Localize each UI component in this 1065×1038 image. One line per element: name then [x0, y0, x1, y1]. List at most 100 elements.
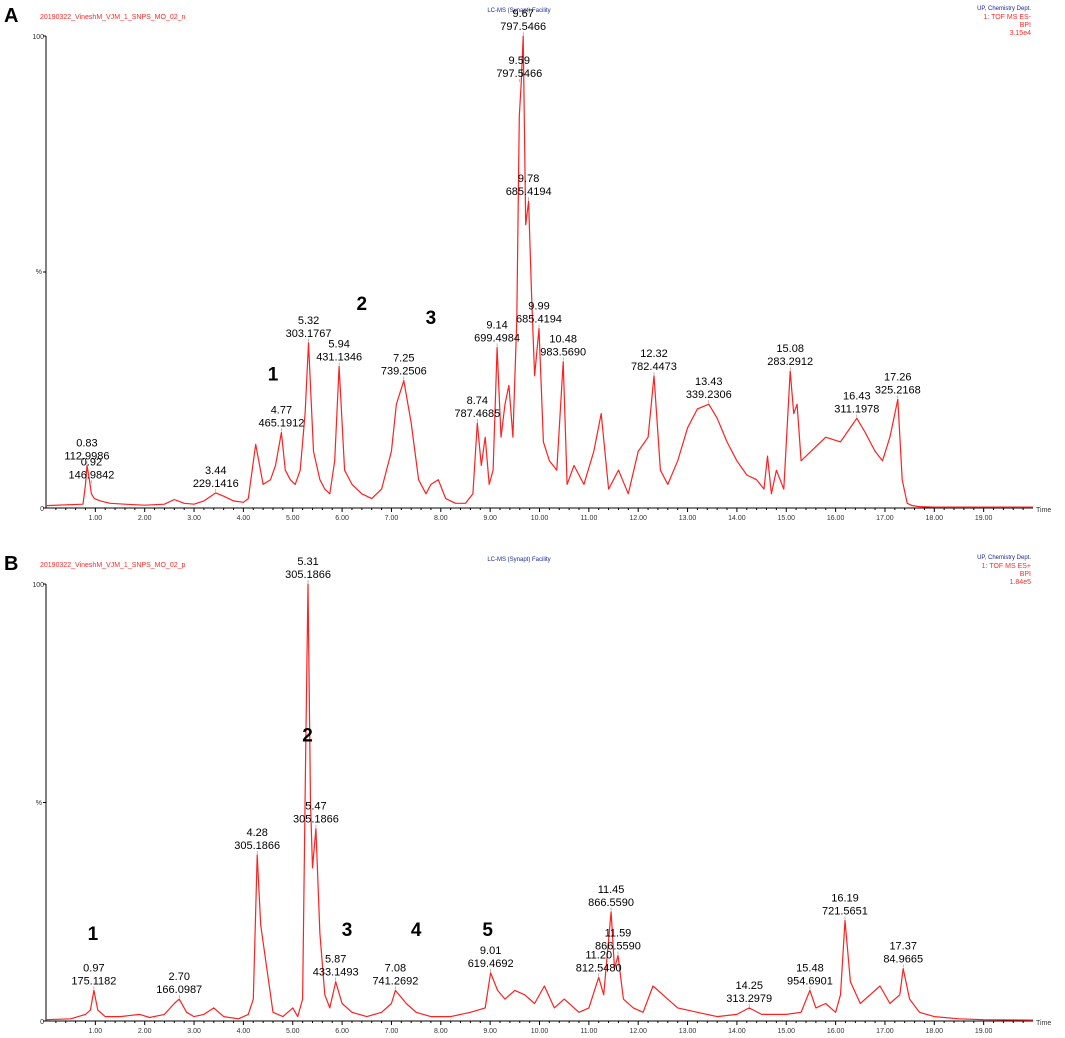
panel-a-bpi-trace	[45, 35, 1033, 508]
panel-b-xtick-label: 11.00	[580, 1028, 597, 1035]
panel-b-header-right-2: BPI	[1020, 571, 1031, 578]
panel-a-xtick-label: 10.00	[531, 515, 549, 522]
peak-mz-label: 431.1346	[316, 351, 362, 363]
peak-mz-label: 787.4685	[454, 408, 500, 420]
panel-b-header-right-3: 1.84e5	[1010, 579, 1032, 586]
panel-a-header-right-1: 1: TOF MS ES-	[983, 14, 1031, 21]
panel-b-plot: 1.00 2.00 3.00 4.00 5.00 6.00 7.00 8.00 9.00 10.0…	[43, 556, 1034, 1035]
panel-b-xtick-label: 18.00	[926, 1028, 944, 1035]
peak-time-label: 13.43	[695, 376, 723, 388]
peak-time-label: 9.99	[528, 301, 549, 313]
panel-b-xtick-label: 9.00	[483, 1028, 497, 1035]
panel-a: A 20190322_VineshM_VJM_1_SNPS_MO_02_n LC…	[4, 5, 1051, 522]
peak-time-label: 9.59	[509, 55, 530, 67]
panel-a-xtick-label: 8.00	[434, 515, 448, 522]
peak-mz-label: 797.5466	[496, 68, 542, 80]
panel-b-xtick-label: 15.00	[777, 1028, 795, 1035]
panel-a-header-right-2: BPI	[1020, 22, 1031, 29]
panel-b: B 20190322_VineshM_VJM_1_SNPS_MO_02_p LC…	[4, 553, 1051, 1035]
panel-b-xtick-label: 19.00	[975, 1028, 993, 1035]
panel-a-xtick-label: 18.00	[926, 515, 944, 522]
peak-mz-label: 741.2692	[372, 975, 418, 987]
peak-mz-label: 619.4692	[468, 958, 514, 970]
peak-time-label: 3.44	[205, 465, 226, 477]
panel-b-header-left: 20190322_VineshM_VJM_1_SNPS_MO_02_p	[40, 562, 186, 569]
panel-a-xtick-label: 7.00	[385, 515, 399, 522]
panel-a-header-center: LC-MS (Synapt) Facility	[487, 8, 550, 14]
panel-a-xtick-label: 19.00	[975, 515, 993, 522]
panel-a-ytick-100: 100	[32, 34, 44, 41]
panel-b-xtick-label: 4.00	[237, 1028, 251, 1035]
panel-b-xtick-label: 10.00	[531, 1028, 549, 1035]
peak-mz-label: 166.0987	[156, 984, 202, 996]
peak-mz-label: 229.1416	[193, 478, 239, 490]
compound-number-label: 2	[302, 725, 313, 746]
peak-time-label: 0.97	[83, 962, 104, 974]
peak-mz-label: 175.1182	[71, 975, 116, 987]
panel-a-xtick-label: 9.00	[483, 515, 497, 522]
peak-mz-label: 305.1866	[293, 814, 339, 826]
peak-mz-label: 983.5690	[540, 347, 586, 359]
peak-time-label: 9.01	[480, 945, 501, 957]
peak-time-label: 11.20	[585, 949, 612, 961]
panel-b-xtick-label: 5.00	[286, 1028, 300, 1035]
panel-b-header-center: LC-MS (Synapt) Facility	[487, 557, 550, 563]
panel-b-xtick-label: 12.00	[629, 1028, 647, 1035]
peak-mz-label: 812.5480	[576, 962, 622, 974]
compound-number-label: 2	[357, 294, 368, 315]
peak-time-label: 7.25	[393, 353, 414, 365]
compound-number-label: 3	[426, 308, 437, 329]
peak-time-label: 15.08	[776, 343, 804, 355]
panel-a-letter: A	[4, 5, 18, 27]
peak-time-label: 12.32	[640, 348, 668, 360]
peak-mz-label: 283.2912	[767, 356, 813, 368]
peak-time-label: 4.28	[247, 827, 268, 839]
peak-time-label: 10.48	[549, 334, 577, 346]
panel-a-plot: 1.00 2.00 3.00 4.00 5.00 6.00 7.00 8.00 9.00 10.0…	[43, 8, 1033, 522]
panel-a-xtick-label: 16.00	[827, 515, 845, 522]
panel-a-xtick-label: 11.00	[580, 515, 597, 522]
peak-time-label: 5.47	[305, 801, 326, 813]
panel-a-xtick-label: 6.00	[335, 515, 349, 522]
panel-b-xtick-label: 14.00	[728, 1028, 746, 1035]
peak-time-label: 5.94	[328, 338, 349, 350]
peak-mz-label: 699.4984	[474, 333, 520, 345]
peak-time-label: 16.43	[843, 390, 871, 402]
panel-a-xtick-label: 1.00	[89, 515, 103, 522]
peak-mz-label: 465.1912	[258, 417, 304, 429]
peak-time-label: 0.83	[76, 438, 97, 450]
peak-mz-label: 782.4473	[631, 361, 677, 373]
peak-time-label: 14.25	[735, 980, 763, 992]
panel-b-xtick-label: 7.00	[385, 1028, 399, 1035]
peak-time-label: 17.37	[889, 941, 917, 953]
peak-time-label: 15.48	[796, 962, 824, 974]
panel-a-ytick-0: 0	[40, 506, 44, 513]
panel-a-xtick-label: 13.00	[679, 515, 697, 522]
peak-mz-label: 84.9665	[883, 954, 923, 966]
panel-a-xtick-label: 3.00	[187, 515, 201, 522]
peak-time-label: 11.45	[598, 884, 625, 896]
peak-mz-label: 721.5651	[822, 905, 868, 917]
peak-time-label: 8.74	[467, 395, 488, 407]
compound-number-label: 5	[482, 920, 493, 941]
peak-time-label: 0.92	[81, 456, 102, 468]
compound-number-label: 1	[88, 924, 99, 945]
peak-time-label: 2.70	[169, 971, 190, 983]
peak-mz-label: 866.5590	[588, 897, 634, 909]
panel-b-header-right-1: 1: TOF MS ES+	[982, 563, 1031, 570]
panel-b-xtick-label: 16.00	[827, 1028, 845, 1035]
peak-mz-label: 954.6901	[787, 975, 833, 987]
panel-b-letter: B	[4, 553, 18, 575]
panel-a-xtick-label: 2.00	[138, 515, 152, 522]
peak-time-label: 16.19	[831, 892, 859, 904]
peak-mz-label: 305.1866	[234, 840, 280, 852]
peak-time-label: 17.26	[884, 371, 912, 383]
peak-mz-label: 797.5466	[500, 21, 546, 33]
peak-mz-label: 739.2506	[381, 366, 427, 378]
peak-mz-label: 311.1978	[834, 403, 879, 415]
peak-mz-label: 112.9986	[64, 451, 109, 463]
peak-mz-label: 339.2306	[686, 389, 732, 401]
panel-a-xtick-label: 17.00	[876, 515, 894, 522]
peak-mz-label: 146.9842	[68, 469, 114, 481]
